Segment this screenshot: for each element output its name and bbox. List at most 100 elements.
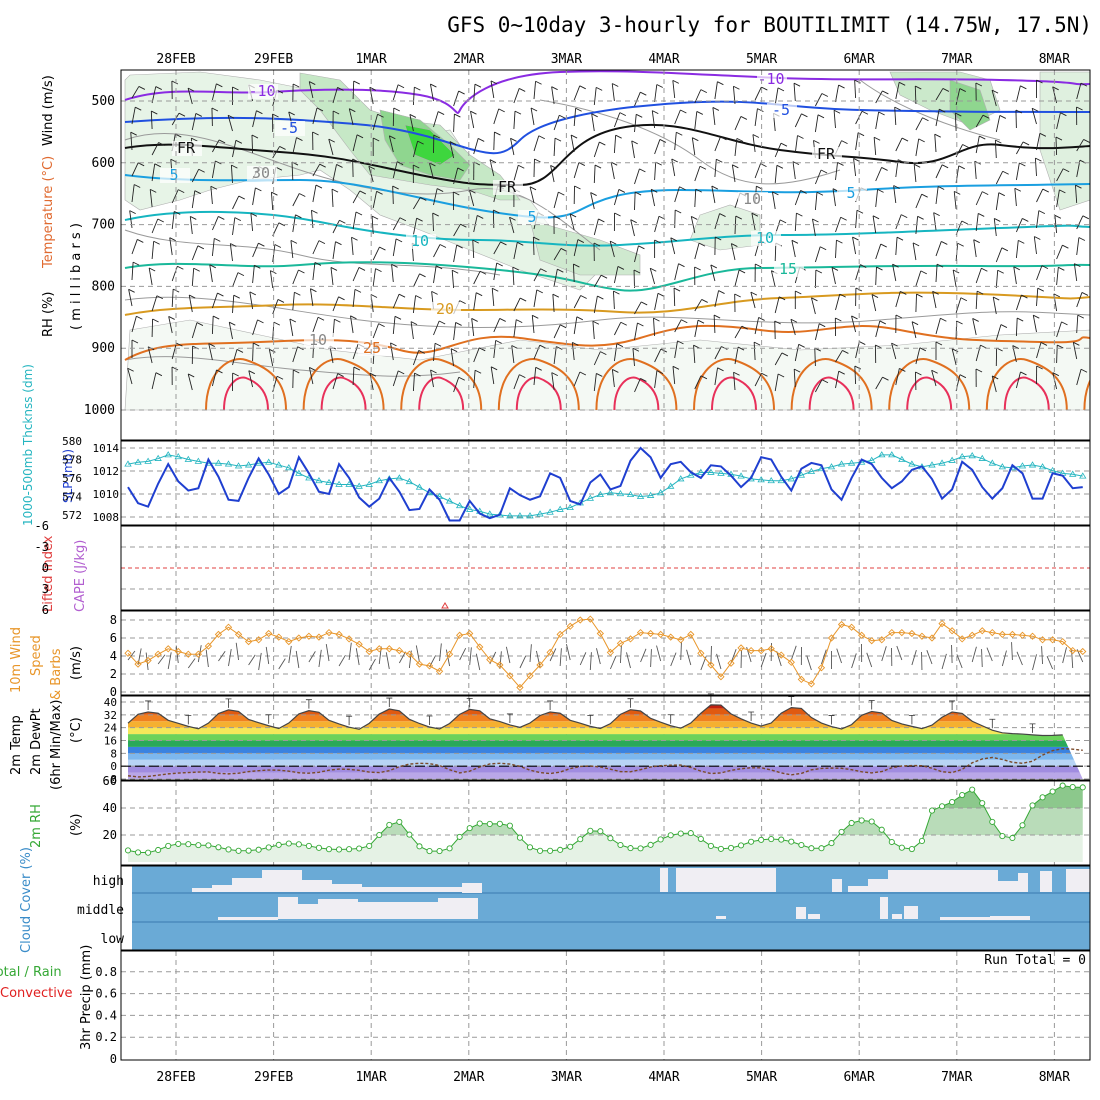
thickness-point: [878, 451, 886, 458]
wind10-barb: [338, 654, 346, 667]
wind-barb-flag: [859, 341, 866, 345]
wind-barb-flag: [296, 137, 303, 141]
wind-barb-flag: [1013, 266, 1020, 271]
wind-barb: [410, 321, 414, 340]
wind10-barb: [686, 649, 692, 666]
wind-barb-flag: [853, 158, 860, 162]
cloud-fill: [298, 904, 318, 919]
wind-barb: [453, 322, 457, 341]
wind-barb: [252, 265, 255, 284]
thickness-point: [184, 455, 193, 462]
wind-barb-flag: [273, 321, 280, 326]
thickness-point: [827, 463, 836, 470]
wind-barb: [191, 113, 197, 131]
wind-barb: [369, 373, 374, 391]
cloud-fill: [808, 914, 820, 919]
wind-barb: [690, 216, 696, 234]
wind-barb: [493, 108, 500, 125]
temperature-contour-5: [124, 261, 1090, 292]
wind10-point: [807, 680, 816, 688]
wind-barb: [312, 240, 320, 255]
slp-tick-label: 1010: [93, 488, 120, 501]
wind-barb-flag: [353, 80, 360, 85]
wind-barb-flag: [1078, 237, 1086, 241]
temperature-contour-6: [124, 291, 1090, 316]
wind-barb-flag: [596, 373, 603, 377]
thickness-point: [234, 462, 243, 469]
wind-barb-flag: [155, 372, 163, 377]
rh-tick-label: 40: [103, 801, 117, 815]
rh2m-point: [376, 831, 383, 839]
wind-barb: [991, 89, 997, 107]
rh2m-point: [969, 786, 976, 793]
wind-barb: [673, 288, 676, 307]
wind-barb: [471, 318, 475, 337]
date-label-bottom: 8MAR: [1039, 1070, 1070, 1085]
temp-minmax-marker: [426, 715, 433, 726]
wind-barb-flag: [319, 163, 326, 168]
wind-barb-flag: [959, 374, 967, 379]
rh2m-point: [396, 818, 403, 825]
wind-barb: [553, 269, 558, 287]
cloud-fill: [262, 870, 302, 892]
wind-barb: [995, 247, 1003, 263]
rh-shade-bright: [404, 124, 456, 166]
cloud-fill: [438, 898, 478, 919]
wind-barb: [714, 213, 720, 230]
wind-barb-flag: [127, 367, 134, 372]
wind-barb: [433, 111, 439, 128]
wind-barb: [934, 134, 937, 153]
temp-band: [128, 704, 1083, 709]
wind-barb-flag: [129, 210, 136, 215]
wind-barb: [513, 319, 517, 338]
wind-barb-flag: [934, 133, 941, 138]
wind-barb: [1036, 265, 1043, 281]
thickness-point: [687, 471, 695, 478]
wind-barb: [593, 141, 600, 158]
wind10-point: [566, 622, 574, 630]
cloud-fill: [868, 879, 888, 892]
wind-barb: [649, 268, 656, 285]
rh2m-point: [476, 820, 483, 827]
wind-barb: [573, 239, 579, 257]
wind-barb-flag: [359, 190, 366, 195]
wind-barb: [1031, 108, 1037, 125]
temp2m-label-4: (°C): [69, 717, 84, 743]
wind-barb: [212, 139, 220, 153]
thickness-point: [646, 491, 655, 498]
temperature-contour-label: FR: [177, 139, 196, 157]
wind-barb-flag: [794, 368, 801, 373]
wind-barb-flag: [997, 269, 1004, 274]
wind10-barb: [896, 645, 903, 661]
wind10-point: [687, 630, 695, 639]
wind-barb: [1033, 236, 1037, 255]
wind-barb-flag: [551, 86, 558, 91]
wind-barb: [493, 241, 501, 255]
wind-barb: [1015, 218, 1023, 233]
wind-barb: [935, 164, 943, 179]
wind-barb-flag: [318, 240, 326, 245]
wind-barb: [151, 86, 157, 104]
wind10-barb: [167, 652, 172, 670]
wind-barb-flag: [681, 319, 688, 324]
rh2m-point: [1059, 782, 1066, 789]
wind-barb-flag: [395, 238, 403, 243]
wind-barb-flag: [719, 213, 726, 217]
wind-barb-flag: [957, 242, 964, 247]
wind-barb-flag: [879, 320, 886, 325]
wind-barb-flag: [558, 191, 565, 196]
wind10-label-1: 10m Wind: [9, 627, 24, 693]
panel-frame: [120, 610, 1091, 696]
rh2m-point: [858, 817, 865, 824]
wind10-point: [184, 650, 192, 658]
wind-barb: [291, 162, 294, 181]
wind-barb: [931, 370, 937, 387]
wind-barb-flag: [377, 113, 384, 118]
wind-barb: [713, 315, 716, 334]
wind-barb-flag: [632, 347, 640, 352]
wind-barb: [875, 267, 877, 286]
wind-barb: [875, 189, 879, 208]
wind-barb: [774, 373, 779, 392]
rh2m-point: [446, 845, 453, 852]
wind10-point: [667, 633, 675, 641]
